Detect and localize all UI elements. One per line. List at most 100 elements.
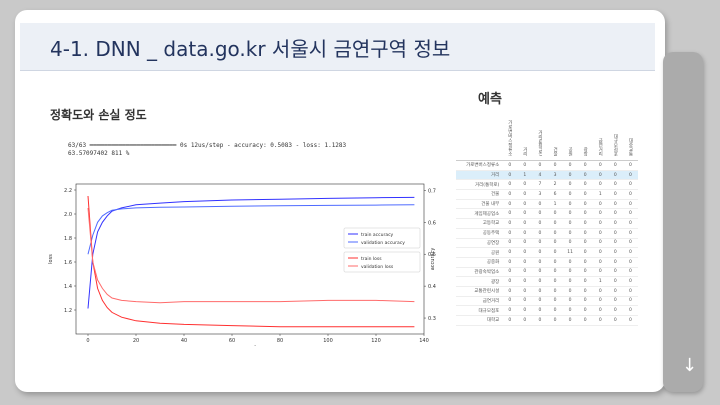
table-cell: 0 bbox=[547, 238, 563, 249]
column-header-label: 광장 bbox=[582, 147, 588, 156]
table-cell: 0 bbox=[532, 247, 548, 258]
table-cell: 0 bbox=[607, 228, 623, 239]
table-cell: 0 bbox=[517, 315, 533, 326]
table-cell: 1 bbox=[592, 189, 608, 200]
table-cell: 0 bbox=[577, 189, 593, 200]
table-cell: 0 bbox=[607, 208, 623, 220]
table-row: 고등학교 0 0 0 0 0 0 0 0 0 bbox=[456, 218, 638, 229]
table-cell: 6 bbox=[547, 189, 563, 200]
table-cell: 0 bbox=[622, 238, 638, 249]
table-cell: 0 bbox=[517, 189, 533, 200]
table-cell: 0 bbox=[577, 276, 593, 287]
row-label: 금연거리 bbox=[456, 296, 503, 307]
x-tick-label: 80 bbox=[277, 338, 283, 344]
table-cell: 0 bbox=[547, 267, 563, 278]
row-label: 거리(통학로) bbox=[456, 179, 503, 191]
table-row: 교통관련시설 0 0 0 0 0 0 0 0 0 bbox=[456, 286, 638, 297]
table-cell: 0 bbox=[607, 276, 623, 287]
table-cell: 0 bbox=[547, 208, 563, 220]
table-cell: 0 bbox=[532, 208, 548, 220]
row-label: 건물 내부 bbox=[456, 199, 503, 210]
console-line: 63.57097402 811 % bbox=[68, 150, 130, 157]
row-label: 게임제공업소 bbox=[456, 208, 503, 220]
table-cell: 0 bbox=[517, 218, 533, 229]
table-cell: 0 bbox=[577, 208, 593, 220]
table-cell: 0 bbox=[502, 305, 518, 316]
console-line: 63/63 ━━━━━━━━━━━━━━━━━━━━━━━━ 0s 12us/s… bbox=[68, 142, 347, 149]
table-cell: 0 bbox=[502, 238, 518, 249]
table-cell: 0 bbox=[562, 286, 578, 297]
table-cell: 0 bbox=[607, 189, 623, 200]
table-cell: 0 bbox=[517, 276, 533, 287]
row-label: 대학교 bbox=[456, 315, 503, 326]
table-cell: 0 bbox=[532, 160, 548, 171]
table-cell: 4 bbox=[532, 170, 548, 181]
table-cell: 0 bbox=[547, 160, 563, 171]
table-row: 공원 0 0 0 0 11 0 0 0 0 bbox=[456, 247, 638, 258]
row-label: 가로변버스정류소 bbox=[456, 160, 503, 171]
side-panel[interactable] bbox=[663, 52, 703, 392]
table-cell: 0 bbox=[502, 170, 518, 181]
table-cell: 0 bbox=[502, 247, 518, 258]
column-header: 금연거리 bbox=[592, 116, 608, 161]
series-line bbox=[87, 195, 415, 328]
table-cell: 0 bbox=[607, 179, 623, 191]
column-header-label: 대중교통 bbox=[627, 138, 633, 156]
column-header: 건물 bbox=[547, 116, 563, 161]
x-tick-label: 60 bbox=[229, 338, 235, 344]
row-label: 교통관련시설 bbox=[456, 286, 503, 297]
y-right-tick-label: 0.6 bbox=[428, 220, 436, 226]
column-header-label: 금연거리 bbox=[597, 138, 603, 156]
table-cell: 0 bbox=[622, 208, 638, 220]
row-label: 공중화 bbox=[456, 257, 503, 268]
y-right-axis-label: accuracy bbox=[430, 248, 436, 271]
table-cell: 0 bbox=[517, 247, 533, 258]
table-cell: 0 bbox=[577, 170, 593, 181]
table-cell: 0 bbox=[607, 160, 623, 171]
table-cell: 0 bbox=[622, 267, 638, 278]
y-left-tick-label: 1.4 bbox=[64, 284, 72, 290]
table-cell: 0 bbox=[532, 257, 548, 268]
series-line bbox=[87, 207, 415, 304]
table-row: 건물 내부 0 0 0 1 0 0 0 0 0 bbox=[456, 199, 638, 210]
prediction-table: 가로변버스정류소 거리 거리(통학로) 건물 공원 광장 금연거리 대규모점포 대중교통 가로변… bbox=[456, 116, 638, 326]
table-row: 게임제공업소 0 0 0 0 0 0 0 0 0 bbox=[456, 208, 638, 220]
table-cell: 0 bbox=[622, 305, 638, 316]
table-cell: 0 bbox=[592, 247, 608, 258]
table-cell: 0 bbox=[517, 305, 533, 316]
table-cell: 0 bbox=[577, 228, 593, 239]
table-cell: 0 bbox=[622, 179, 638, 191]
table-cell: 0 bbox=[592, 296, 608, 307]
table-cell: 0 bbox=[592, 238, 608, 249]
table-cell: 0 bbox=[607, 267, 623, 278]
table-row: 관광숙박업소 0 0 0 0 0 0 0 0 0 bbox=[456, 267, 638, 278]
table-row: 광장 0 0 0 0 0 0 1 0 0 bbox=[456, 276, 638, 287]
table-cell: 0 bbox=[562, 276, 578, 287]
table-cell: 0 bbox=[577, 305, 593, 316]
y-left-tick-label: 1.2 bbox=[64, 308, 72, 314]
table-cell: 0 bbox=[622, 276, 638, 287]
table-cell: 0 bbox=[622, 247, 638, 258]
table-cell: 0 bbox=[592, 199, 608, 210]
y-right-tick-label: 0.5 bbox=[428, 252, 436, 258]
table-cell: 0 bbox=[517, 228, 533, 239]
training-chart: 0 20 40 60 80 100 120 140 1.2 1.4 1.6 1.8 2.0 2.2 0.3 0… bbox=[48, 183, 436, 346]
y-left-tick-label: 1.6 bbox=[64, 260, 72, 266]
column-header-label: 대규모점포 bbox=[612, 133, 618, 157]
table-cell: 0 bbox=[622, 218, 638, 229]
table-cell: 0 bbox=[502, 199, 518, 210]
table-cell: 0 bbox=[502, 208, 518, 220]
table-cell: 0 bbox=[517, 257, 533, 268]
column-header-label: 거리 bbox=[522, 147, 528, 156]
x-tick-label: 40 bbox=[181, 338, 187, 344]
x-tick-label: 120 bbox=[371, 338, 381, 344]
table-cell: 0 bbox=[532, 276, 548, 287]
table-cell: 0 bbox=[577, 160, 593, 171]
table-cell: 0 bbox=[517, 238, 533, 249]
table-cell: 0 bbox=[607, 170, 623, 181]
table-row: 거리 0 1 4 3 0 0 0 0 0 bbox=[456, 170, 638, 181]
table-cell: 0 bbox=[592, 286, 608, 297]
legend-label: train loss bbox=[361, 256, 382, 262]
down-arrow-icon[interactable]: ↓ bbox=[682, 355, 698, 376]
series-line bbox=[87, 196, 415, 309]
